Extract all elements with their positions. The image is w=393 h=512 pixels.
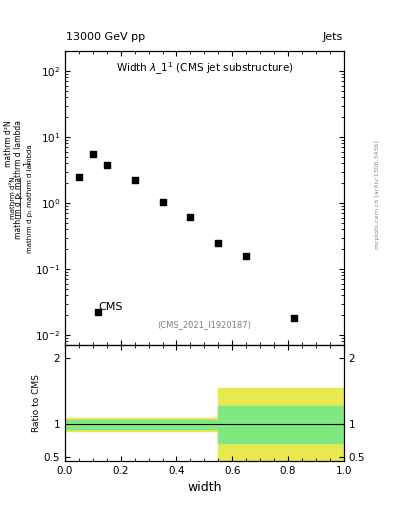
Text: mcplots.cern.ch [arXiv:1306.3436]: mcplots.cern.ch [arXiv:1306.3436] bbox=[375, 140, 380, 249]
Point bbox=[187, 212, 194, 221]
Text: CMS: CMS bbox=[98, 303, 123, 312]
Text: (CMS_2021_I1920187): (CMS_2021_I1920187) bbox=[158, 320, 251, 329]
Point bbox=[104, 161, 110, 169]
Point bbox=[75, 173, 82, 181]
Point bbox=[160, 198, 166, 206]
Y-axis label: Ratio to CMS: Ratio to CMS bbox=[32, 374, 41, 432]
Text: Jets: Jets bbox=[323, 32, 343, 42]
Text: 1: 1 bbox=[23, 161, 32, 166]
Text: Width $\lambda\_1^1$ (CMS jet substructure): Width $\lambda\_1^1$ (CMS jet substructu… bbox=[116, 60, 293, 77]
Text: 13000 GeV pp: 13000 GeV pp bbox=[66, 32, 145, 42]
Point bbox=[243, 251, 250, 260]
X-axis label: width: width bbox=[187, 481, 222, 494]
Y-axis label: mathrm d²N
──────────
mathrm d p₁ mathrm d lambda: mathrm d²N ────────── mathrm d p₁ mathrm… bbox=[10, 144, 33, 252]
Point bbox=[90, 150, 96, 158]
Point bbox=[215, 239, 222, 247]
Point bbox=[131, 176, 138, 184]
Text: mathrm d pₜ mathrm d lambda: mathrm d pₜ mathrm d lambda bbox=[14, 120, 23, 239]
Point bbox=[290, 314, 297, 322]
Point bbox=[95, 308, 101, 316]
Text: mathrm d²N: mathrm d²N bbox=[4, 120, 13, 167]
